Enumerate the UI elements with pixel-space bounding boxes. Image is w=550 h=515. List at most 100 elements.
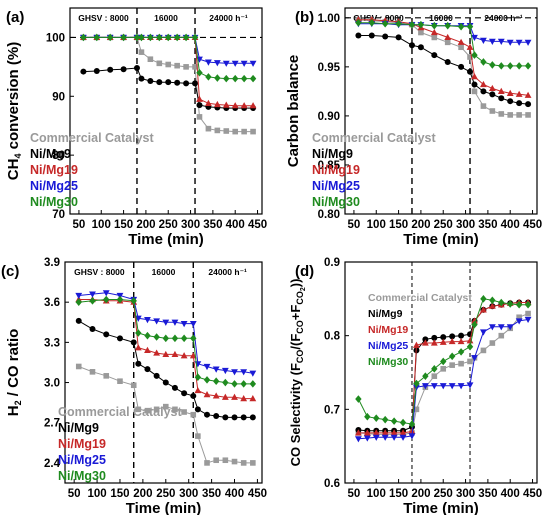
data-point — [240, 395, 248, 402]
data-point — [480, 88, 487, 95]
data-point — [458, 44, 464, 51]
data-point — [195, 433, 201, 439]
x-tick-label: 250 — [434, 219, 453, 231]
x-tick-label: 250 — [159, 219, 178, 231]
data-point — [165, 33, 172, 42]
data-point — [413, 341, 420, 348]
data-point — [488, 302, 496, 309]
y-tick-label: 1.00 — [318, 13, 340, 25]
legend-entry: Ni/Mg30 — [30, 195, 78, 209]
data-point — [135, 360, 142, 367]
legend-entry: Ni/Mg19 — [312, 163, 360, 177]
legend-entry: Ni/Mg9 — [368, 308, 403, 320]
series-ni-mg25 — [354, 21, 532, 46]
data-point — [430, 28, 438, 36]
data-point — [144, 346, 151, 353]
x-tick-label: 150 — [389, 219, 408, 231]
data-point — [466, 342, 474, 351]
x-tick-label: 150 — [110, 488, 129, 500]
x-tick-label: 150 — [114, 219, 133, 231]
data-point — [515, 318, 523, 325]
x-tick-label: 400 — [225, 488, 244, 500]
data-point — [390, 434, 398, 441]
data-point — [498, 332, 505, 339]
data-point — [180, 334, 188, 343]
panel-label: (a) — [6, 9, 24, 26]
data-point — [222, 414, 229, 421]
data-point — [103, 295, 110, 304]
data-point — [93, 33, 100, 42]
data-point — [223, 74, 230, 83]
data-point — [466, 22, 474, 31]
data-point — [471, 34, 478, 42]
x-tick-label: 200 — [136, 219, 155, 231]
data-point — [135, 406, 142, 413]
ghsv-label: 24000 h⁻¹ — [208, 267, 247, 277]
x-tick-label: 450 — [523, 488, 542, 500]
data-point — [180, 352, 188, 359]
data-point — [524, 300, 532, 309]
data-point — [480, 347, 487, 354]
data-point — [444, 21, 451, 30]
x-tick-label: 400 — [501, 488, 520, 500]
data-point — [498, 62, 505, 70]
data-point — [408, 420, 416, 428]
data-point — [488, 324, 496, 331]
y-tick-label: 0.6 — [324, 478, 340, 490]
x-tick-label: 200 — [411, 488, 430, 500]
y-tick-label: 3.3 — [44, 337, 60, 349]
legend-entry: Commercial Catalyst — [312, 131, 437, 145]
data-point — [180, 321, 188, 328]
data-point — [471, 88, 478, 95]
legend-entry: Ni/Mg9 — [30, 147, 71, 161]
data-point — [421, 339, 429, 346]
data-point — [116, 295, 124, 304]
y-tick-label: 80 — [52, 150, 65, 162]
data-point — [507, 98, 514, 105]
data-point — [408, 433, 416, 440]
y-tick-label: 3.6 — [44, 297, 60, 309]
data-point — [165, 61, 172, 68]
x-tick-label: 450 — [248, 488, 267, 500]
data-point — [134, 344, 142, 351]
x-tick-label: 350 — [203, 219, 222, 231]
data-point — [488, 84, 496, 92]
data-point — [373, 414, 380, 422]
data-point — [354, 436, 362, 443]
legend-entry: Ni/Mg9 — [58, 421, 99, 435]
data-point — [190, 334, 197, 343]
data-point — [205, 59, 212, 66]
data-point — [249, 60, 257, 67]
x-tick-label: 300 — [456, 219, 475, 231]
data-point — [390, 417, 398, 425]
series-ni-mg9 — [355, 32, 532, 108]
data-point — [524, 316, 532, 324]
data-point — [354, 429, 362, 436]
data-point — [515, 300, 523, 309]
data-point — [162, 350, 170, 358]
x-tick-label: 250 — [156, 488, 175, 500]
data-point — [138, 75, 145, 82]
data-point — [102, 290, 110, 297]
data-point — [162, 334, 169, 343]
data-point — [89, 325, 96, 332]
x-tick-label: 350 — [202, 488, 221, 500]
y-tick-label: 3.9 — [44, 257, 60, 269]
data-point — [181, 390, 188, 397]
data-point — [480, 295, 487, 303]
data-point — [431, 34, 438, 41]
data-point — [192, 80, 199, 87]
data-point — [250, 460, 256, 466]
y-tick-label: 0.8 — [324, 331, 341, 343]
data-point — [138, 33, 145, 42]
x-tick-label: 100 — [367, 488, 386, 500]
data-point — [364, 412, 371, 421]
data-point — [372, 429, 380, 436]
data-point — [440, 357, 447, 366]
legend-entry: Ni/Mg25 — [30, 179, 78, 193]
data-point — [515, 90, 523, 97]
data-point — [147, 77, 154, 84]
data-point — [240, 369, 248, 376]
data-point — [390, 429, 398, 436]
data-point — [507, 112, 514, 118]
